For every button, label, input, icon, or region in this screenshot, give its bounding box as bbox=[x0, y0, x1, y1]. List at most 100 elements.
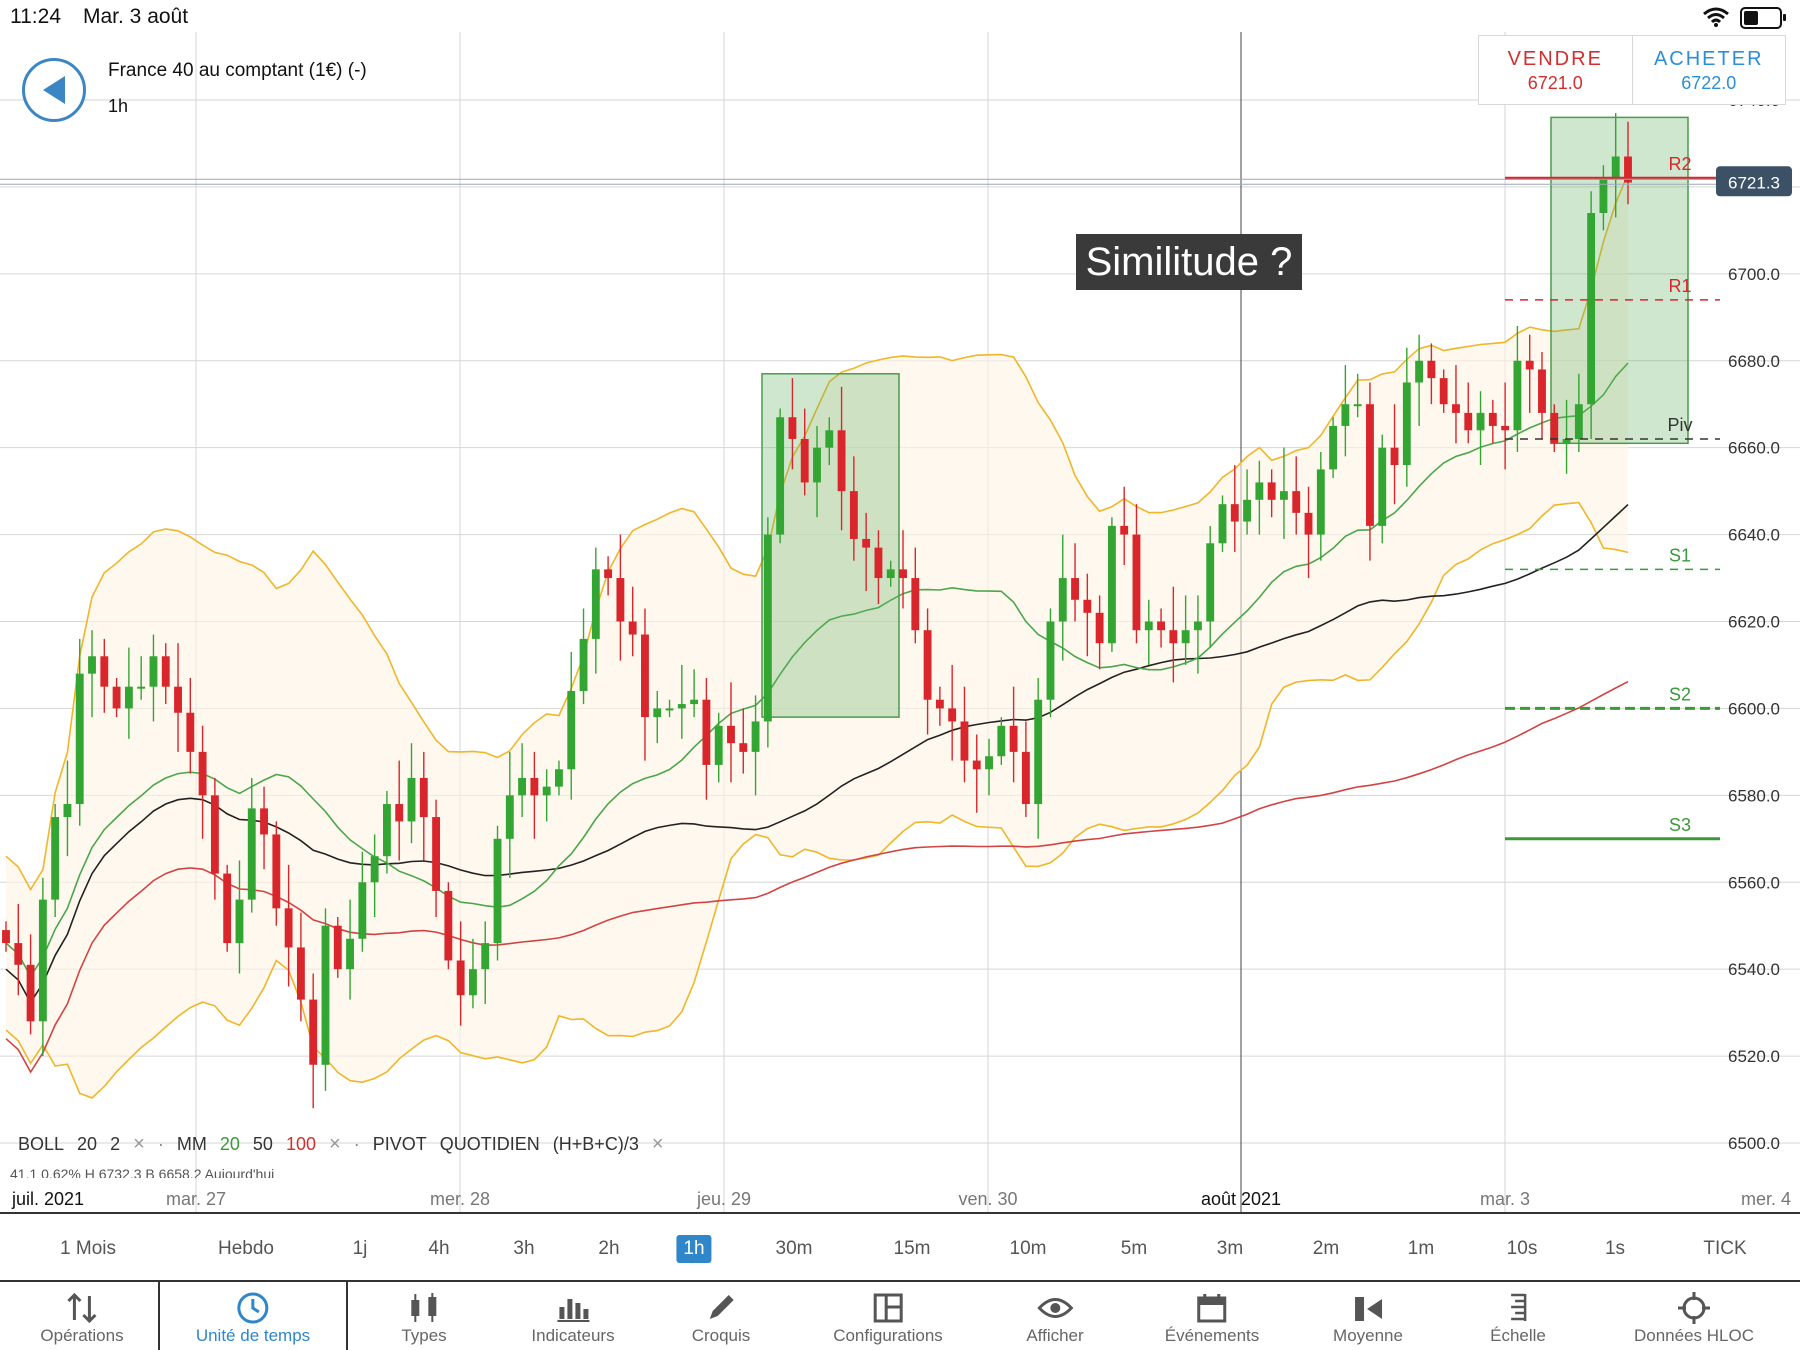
timeframe-option-15m[interactable]: 15m bbox=[893, 1238, 931, 1259]
timeframe-option-1s[interactable]: 1s bbox=[1604, 1238, 1626, 1259]
toolbar-label: Croquis bbox=[691, 1326, 751, 1345]
pivot-label[interactable]: PIVOT bbox=[372, 1134, 427, 1154]
timeframe-option-5m[interactable]: 5m bbox=[1120, 1238, 1148, 1259]
candle-up bbox=[776, 417, 785, 535]
remove-mm-icon[interactable]: × bbox=[329, 1133, 341, 1155]
candle-up bbox=[985, 756, 993, 770]
candle-up bbox=[1611, 156, 1620, 179]
timeframe-option-1-mois[interactable]: 1 Mois bbox=[60, 1238, 116, 1259]
trade-box: VENDRE 6721.0 ACHETER 6722.0 bbox=[1478, 35, 1786, 105]
candle-down bbox=[1427, 360, 1436, 379]
toolbar-arrows-updown-button[interactable]: Opérations bbox=[40, 1280, 124, 1350]
candle-down bbox=[1292, 491, 1301, 513]
timeframe-option-3h[interactable]: 3h bbox=[513, 1238, 535, 1259]
timeframe-option-4h[interactable]: 4h bbox=[428, 1238, 450, 1259]
toolbar-label: Données HLOC bbox=[1633, 1326, 1755, 1345]
current-price-label: 6721.3 bbox=[1728, 173, 1780, 192]
candle-up bbox=[149, 656, 158, 687]
candle-down bbox=[296, 947, 305, 1000]
buy-label: ACHETER bbox=[1653, 48, 1764, 70]
toolbar-eye-button[interactable]: Afficher bbox=[1026, 1280, 1084, 1350]
toolbar-label: Afficher bbox=[1026, 1326, 1084, 1345]
candle-up bbox=[591, 569, 600, 639]
toolbar-average-button[interactable]: Moyenne bbox=[1333, 1280, 1403, 1350]
toolbar-pencil-button[interactable]: Croquis bbox=[691, 1280, 751, 1350]
candle-down bbox=[432, 817, 441, 891]
candle-up bbox=[1218, 504, 1227, 544]
candle-up bbox=[1587, 212, 1596, 405]
candle-up bbox=[690, 699, 699, 705]
timeframe-option-10s[interactable]: 10s bbox=[1506, 1238, 1538, 1259]
toolbar-label: Événements bbox=[1164, 1326, 1260, 1345]
remove-boll-icon[interactable]: × bbox=[133, 1133, 145, 1155]
candle-down bbox=[26, 964, 35, 1022]
candle-up bbox=[505, 795, 514, 839]
timeframe-option-1j[interactable]: 1j bbox=[352, 1238, 368, 1259]
bollinger-lower-line bbox=[5, 501, 1629, 1099]
buy-button[interactable]: ACHETER 6722.0 bbox=[1631, 36, 1786, 104]
toolbar-crosshair-button[interactable]: Données HLOC bbox=[1634, 1280, 1754, 1350]
buy-price: 6722.0 bbox=[1681, 73, 1737, 93]
timeframe-option-30m[interactable]: 30m bbox=[775, 1238, 813, 1259]
candle-up bbox=[1280, 491, 1288, 500]
timeframe-option-1m[interactable]: 1m bbox=[1407, 1238, 1435, 1259]
candle-down bbox=[112, 686, 121, 709]
toolbar-candles-button[interactable]: Types bbox=[401, 1280, 447, 1350]
mm-label[interactable]: MM bbox=[176, 1134, 207, 1154]
candle-down bbox=[874, 547, 883, 579]
candle-up bbox=[370, 856, 379, 883]
candle-down bbox=[923, 630, 932, 700]
candle-down bbox=[641, 634, 649, 718]
pivot-level-label: S2 bbox=[1669, 684, 1691, 704]
sell-button[interactable]: VENDRE 6721.0 bbox=[1479, 36, 1632, 104]
back-button[interactable] bbox=[22, 58, 86, 122]
price-chart[interactable]: 6740.06720.06700.06680.06660.06640.06620… bbox=[0, 32, 1800, 1212]
candle-up bbox=[518, 777, 527, 796]
candle-down bbox=[1390, 447, 1399, 466]
remove-pivot-icon[interactable]: × bbox=[651, 1133, 664, 1155]
chart-canvas[interactable]: 6740.06720.06700.06680.06660.06640.06620… bbox=[0, 32, 1800, 1212]
candle-up bbox=[1513, 360, 1522, 431]
timeframe-option-2h[interactable]: 2h bbox=[598, 1238, 620, 1259]
timeframe-option-2m[interactable]: 2m bbox=[1312, 1238, 1340, 1259]
candle-up bbox=[1329, 425, 1338, 470]
toolbar-layout-button[interactable]: Configurations bbox=[833, 1280, 943, 1350]
instrument-name: France 40 au comptant (1€) (-) bbox=[108, 60, 367, 81]
timeframe-option-10m[interactable]: 10m bbox=[1009, 1238, 1047, 1259]
price-tick-label: 6600.0 bbox=[1728, 699, 1780, 718]
candle-down bbox=[1157, 621, 1165, 631]
timeframe-option-1h[interactable]: 1h bbox=[676, 1235, 712, 1263]
candle-down bbox=[1525, 360, 1534, 370]
pivot-level-label: Piv bbox=[1667, 415, 1692, 435]
candle-up bbox=[886, 569, 895, 579]
candle-up bbox=[1243, 499, 1252, 522]
candle-down bbox=[174, 686, 182, 713]
candle-down bbox=[161, 656, 170, 687]
clock-icon bbox=[196, 1290, 310, 1326]
candle-up bbox=[1193, 621, 1202, 631]
candle-down bbox=[309, 999, 318, 1065]
mm-period-20: 20 bbox=[219, 1134, 240, 1154]
pivot-level-label: R2 bbox=[1668, 154, 1691, 174]
candle-down bbox=[186, 712, 195, 752]
boll-label[interactable]: BOLL bbox=[18, 1134, 65, 1154]
timeframe-option-tick[interactable]: TICK bbox=[1703, 1238, 1747, 1259]
candle-down bbox=[14, 943, 23, 965]
candle-up bbox=[346, 938, 354, 970]
chart-annotation[interactable]: Similitude ? bbox=[1076, 234, 1302, 290]
time-tick-label: mer. 4 bbox=[1741, 1189, 1791, 1209]
toolbar-scale-button[interactable]: Échelle bbox=[1490, 1280, 1546, 1350]
candle-up bbox=[542, 786, 551, 796]
candle-down bbox=[1550, 412, 1559, 444]
toolbar-calendar-button[interactable]: Événements bbox=[1164, 1280, 1260, 1350]
toolbar-bars-button[interactable]: Indicateurs bbox=[531, 1280, 615, 1350]
timeframe-option-3m[interactable]: 3m bbox=[1216, 1238, 1244, 1259]
candle-up bbox=[75, 673, 84, 805]
candle-down bbox=[223, 873, 232, 944]
candle-up bbox=[751, 721, 760, 752]
timeframe-option-hebdo[interactable]: Hebdo bbox=[218, 1238, 274, 1259]
toolbar-clock-button[interactable]: Unité de temps bbox=[196, 1280, 310, 1350]
candle-up bbox=[235, 899, 244, 944]
candle-down bbox=[1366, 404, 1374, 526]
toolbar-label: Unité de temps bbox=[195, 1326, 311, 1345]
